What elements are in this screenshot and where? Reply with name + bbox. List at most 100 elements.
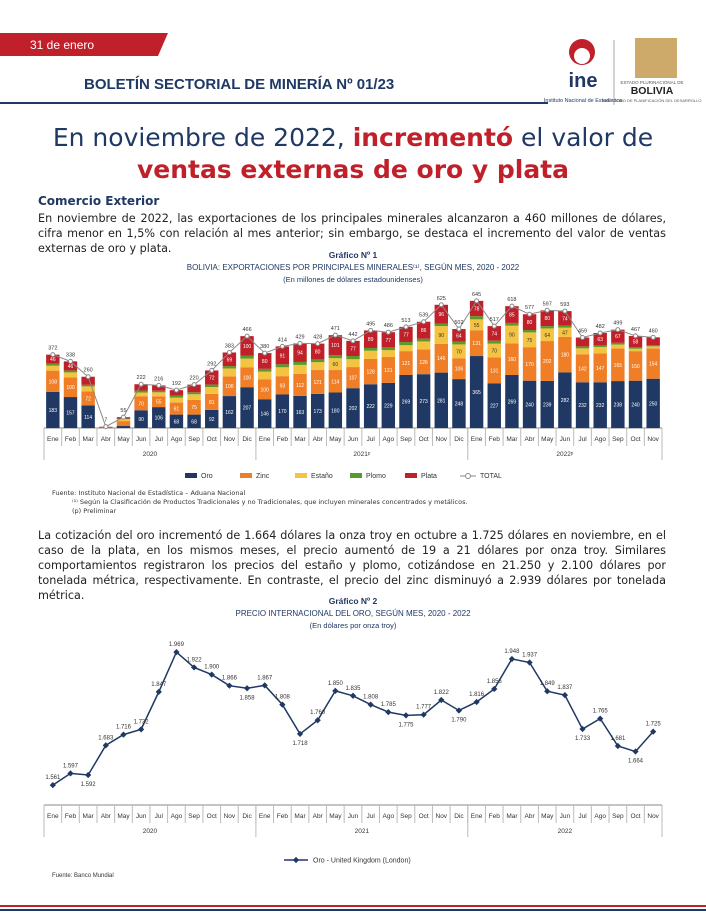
segment-label: 70 bbox=[456, 349, 462, 355]
x-tick-label: Jul bbox=[578, 436, 587, 443]
segment-label: 58 bbox=[633, 340, 639, 346]
point-label: 1.837 bbox=[557, 685, 573, 691]
bar-segment bbox=[593, 332, 607, 346]
total-label: 597 bbox=[543, 301, 552, 307]
segment-label: 64 bbox=[544, 333, 550, 339]
segment-label: 100 bbox=[243, 344, 252, 350]
bulletin: BOLETÍN SECTORIAL DE MINERÍA Nº 01/23 bbox=[84, 76, 394, 93]
total-marker bbox=[191, 382, 197, 388]
bar-segment bbox=[346, 340, 360, 357]
bar-segment bbox=[540, 341, 554, 381]
x-tick-label: Feb bbox=[489, 813, 501, 820]
bar-segment bbox=[399, 326, 413, 343]
bar-segment bbox=[558, 311, 572, 326]
segment-label: 227 bbox=[490, 404, 499, 410]
total-label: 220 bbox=[189, 376, 198, 382]
x-tick-label: Dic bbox=[454, 813, 464, 820]
bar-segment bbox=[416, 341, 431, 350]
total-marker bbox=[438, 302, 444, 308]
x-group-label: 2020 bbox=[143, 451, 158, 458]
headline-part: ventas externas de oro y plata bbox=[136, 155, 570, 184]
point-label: 1.858 bbox=[240, 695, 256, 701]
segment-label: 106 bbox=[455, 367, 464, 373]
bar-segment bbox=[540, 326, 554, 329]
bar-segment bbox=[187, 392, 201, 395]
bar-segment bbox=[46, 370, 60, 392]
total-label: 192 bbox=[172, 381, 181, 387]
point-marker bbox=[102, 742, 109, 749]
bar-segment bbox=[575, 354, 590, 383]
bar-segment bbox=[346, 388, 360, 428]
bar-segment bbox=[258, 399, 272, 428]
x-tick-label: May bbox=[117, 436, 130, 443]
bar-segment bbox=[258, 371, 272, 380]
x-tick-label: Nov bbox=[436, 436, 448, 443]
total-marker bbox=[209, 367, 215, 373]
point-marker bbox=[544, 688, 551, 695]
x-tick-label: Feb bbox=[65, 813, 77, 820]
x-tick-label: Sep bbox=[612, 436, 624, 443]
point-marker bbox=[85, 771, 92, 779]
segment-label: 96 bbox=[439, 312, 445, 318]
segment-label: 131 bbox=[490, 368, 499, 374]
x-tick-label: Oct bbox=[630, 436, 640, 443]
x-tick-label: Sep bbox=[400, 813, 412, 820]
segment-label: 126 bbox=[419, 360, 428, 366]
paragraph: En noviembre de 2022, las exportaciones … bbox=[38, 212, 666, 255]
bar-segment bbox=[116, 426, 131, 428]
x-tick-label: Dic bbox=[242, 813, 252, 820]
bar-segment bbox=[558, 372, 572, 428]
bar-segment bbox=[152, 407, 166, 428]
bar-segment bbox=[169, 414, 184, 428]
legend-swatch bbox=[350, 473, 362, 478]
total-label: 471 bbox=[331, 326, 340, 332]
segment-label: 173 bbox=[314, 409, 323, 415]
x-group-label: 2021 bbox=[355, 828, 370, 835]
bar-segment bbox=[328, 335, 343, 356]
segment-label: 100 bbox=[243, 375, 252, 381]
ine-mark bbox=[574, 48, 590, 64]
state-line: ESTADO PLURINACIONAL DE bbox=[620, 80, 683, 85]
point-marker bbox=[243, 685, 251, 692]
ministry: MINISTERIO DE PLANIFICACIÓN DEL DESARROL… bbox=[603, 98, 702, 103]
total-marker bbox=[173, 387, 179, 393]
x-tick-label: May bbox=[329, 436, 342, 443]
segment-label: 63 bbox=[597, 337, 603, 343]
bar-segment bbox=[205, 386, 219, 394]
segment-label: 80 bbox=[262, 359, 268, 365]
total-label: 216 bbox=[154, 376, 163, 382]
chart-subtitle: PRECIO INTERNACIONAL DEL ORO, SEGÚN MES,… bbox=[235, 609, 471, 618]
x-tick-label: Mar bbox=[294, 436, 306, 443]
bar-segment bbox=[152, 385, 166, 391]
point-label: 1.775 bbox=[398, 722, 414, 728]
segment-label: 232 bbox=[596, 403, 605, 409]
bar-segment bbox=[293, 395, 307, 428]
legend-swatch bbox=[405, 473, 417, 478]
segment-label: 150 bbox=[631, 364, 640, 370]
bar-segment bbox=[505, 325, 519, 344]
segment-label: 157 bbox=[66, 411, 75, 417]
bar-segment bbox=[293, 373, 307, 396]
bar-segment bbox=[487, 326, 501, 341]
total-marker bbox=[138, 381, 144, 387]
bar-segment bbox=[505, 374, 519, 428]
bar-segment bbox=[558, 327, 572, 337]
total-label: 517 bbox=[490, 317, 499, 323]
total-marker bbox=[474, 298, 480, 304]
point-marker bbox=[367, 701, 374, 708]
segment-label: 91 bbox=[280, 353, 286, 359]
bar-segment bbox=[293, 364, 307, 374]
bar-segment bbox=[646, 348, 660, 379]
segment-label: 68 bbox=[174, 419, 180, 425]
segment-label: 75 bbox=[527, 338, 533, 344]
point-label: 1.847 bbox=[151, 682, 167, 688]
bar-segment bbox=[46, 363, 60, 366]
segment-label: 165 bbox=[614, 363, 623, 369]
bar-segment bbox=[646, 346, 660, 349]
segment-label: 80 bbox=[544, 316, 550, 322]
legend-label: Oro bbox=[201, 473, 213, 480]
segment-label: 78 bbox=[474, 307, 480, 313]
segment-label: 89 bbox=[368, 337, 374, 343]
x-tick-label: Ago bbox=[594, 813, 606, 820]
bar-segment bbox=[646, 337, 660, 346]
